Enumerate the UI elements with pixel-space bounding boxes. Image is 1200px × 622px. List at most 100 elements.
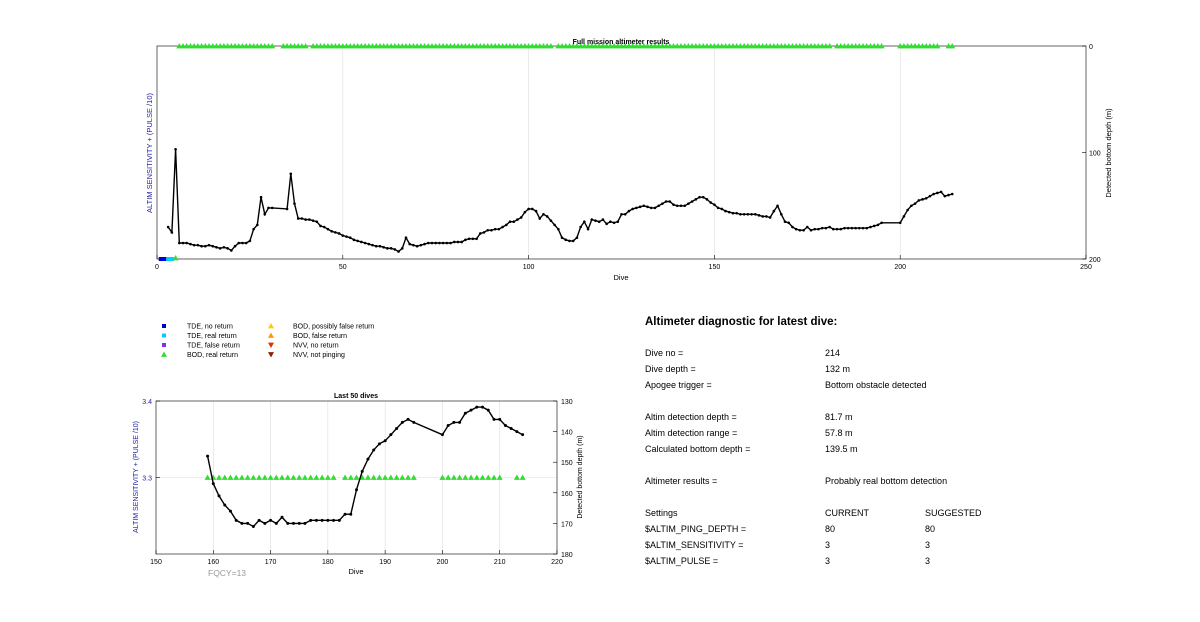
- top-depth-point: [731, 211, 735, 215]
- top-depth-point: [917, 199, 921, 202]
- legend-marker: [268, 332, 274, 338]
- top-left-axis-label: ALTIM SENSITIVITY + (PULSE /10): [145, 93, 154, 213]
- bottom-bod-real-return-marker: [410, 474, 417, 480]
- bottom-depth-point: [446, 423, 450, 427]
- top-depth-point: [486, 228, 490, 232]
- bottom-depth-point: [383, 439, 387, 443]
- top-bod-real-return-marker: [269, 43, 276, 49]
- top-x-axis-label: Dive: [613, 273, 628, 282]
- bottom-depth-point: [349, 512, 353, 516]
- bottom-depth-point: [475, 405, 479, 409]
- calculated-depth-value: 139.5 m: [825, 444, 858, 454]
- bottom-right-tick-label: 170: [561, 521, 573, 528]
- bottom-bod-real-return-marker: [439, 474, 446, 480]
- top-depth-point: [452, 240, 456, 244]
- top-bod-real-return-marker: [302, 43, 309, 49]
- top-depth-point: [449, 241, 452, 245]
- top-depth-point: [913, 202, 917, 205]
- top-depth-point: [189, 242, 192, 246]
- detection-depth-row: Altim detection depth = 81.7 m: [645, 412, 1165, 424]
- top-x-tick-label: 200: [894, 264, 906, 271]
- top-depth-point: [605, 222, 608, 226]
- top-depth-point: [620, 212, 623, 216]
- top-depth-point: [393, 248, 397, 251]
- top-depth-point: [846, 226, 850, 230]
- bottom-depth-point: [481, 405, 485, 409]
- bottom-depth-point: [286, 521, 290, 525]
- bottom-depth-point: [206, 454, 210, 458]
- bottom-x-tick-label: 190: [379, 559, 391, 566]
- top-depth-point: [300, 217, 304, 220]
- top-x-tick-label: 250: [1080, 264, 1092, 271]
- top-depth-point: [423, 242, 426, 246]
- settings-header-row: Settings CURRENT SUGGESTED: [645, 508, 1165, 520]
- top-depth-point: [493, 227, 497, 231]
- top-depth-point: [233, 244, 237, 248]
- top-depth-point: [185, 241, 189, 245]
- top-depth-point: [675, 204, 679, 208]
- top-depth-point: [412, 243, 415, 247]
- top-depth-point: [828, 225, 831, 229]
- legend-label: TDE, no return: [187, 324, 233, 331]
- top-x-tick-label: 50: [339, 264, 347, 271]
- bottom-bod-real-return-marker: [496, 474, 503, 480]
- top-depth-point: [568, 239, 571, 243]
- calculated-depth-label: Calculated bottom depth =: [645, 444, 751, 454]
- bottom-bod-real-return-marker: [347, 474, 354, 480]
- bottom-depth-point: [395, 427, 399, 431]
- top-depth-point: [910, 204, 913, 208]
- top-depth-point: [538, 217, 542, 220]
- top-depth-point: [928, 194, 932, 198]
- top-depth-point: [230, 249, 233, 252]
- top-depth-point: [170, 231, 174, 234]
- top-depth-point: [623, 212, 627, 216]
- legend-label: BOD, false return: [293, 333, 347, 340]
- top-depth-point: [270, 206, 274, 210]
- top-depth-point: [256, 223, 259, 227]
- top-depth-point: [872, 224, 876, 228]
- top-depth-point: [382, 245, 385, 249]
- dive-depth-value: 132 m: [825, 364, 851, 374]
- ping-depth-label: $ALTIM_PING_DEPTH =: [645, 524, 747, 534]
- top-depth-point: [772, 209, 776, 213]
- top-depth-point: [263, 212, 267, 216]
- bottom-depth-point: [343, 512, 347, 516]
- top-depth-point: [516, 218, 519, 221]
- bottom-bod-real-return-marker: [450, 474, 457, 480]
- top-depth-point: [456, 240, 460, 244]
- sensitivity-current: 3: [825, 540, 831, 550]
- top-depth-point: [720, 207, 724, 211]
- top-depth-point: [757, 214, 761, 217]
- ping-depth-suggested: 80: [925, 524, 936, 534]
- top-depth-point: [304, 218, 307, 221]
- legend-label: BOD, real return: [187, 352, 238, 359]
- bottom-depth-point: [314, 518, 318, 522]
- top-depth-point: [207, 243, 211, 247]
- top-x-tick-label: 0: [155, 264, 159, 271]
- top-depth-point: [360, 240, 363, 244]
- top-depth-point: [460, 240, 464, 244]
- top-depth-point: [698, 195, 701, 199]
- bottom-depth-point: [406, 417, 410, 421]
- top-chart-title: Full mission altimeter results: [573, 39, 670, 46]
- bottom-depth-point: [498, 417, 502, 421]
- detection-range-row: Altim detection range = 57.8 m: [645, 428, 1165, 440]
- top-depth-point: [337, 232, 341, 235]
- top-depth-point: [315, 220, 319, 224]
- bottom-right-tick-label: 180: [561, 552, 573, 559]
- bottom-depth-point: [332, 518, 336, 522]
- top-depth-point: [932, 192, 935, 196]
- bottom-bod-real-return-marker: [479, 474, 486, 480]
- top-depth-point: [490, 228, 493, 232]
- top-depth-point: [735, 211, 738, 215]
- legend-label: NVV, not pinging: [293, 352, 345, 359]
- bottom-x-tick-label: 210: [494, 559, 506, 566]
- bottom-bod-real-return-marker: [490, 474, 497, 480]
- top-depth-point: [501, 225, 504, 229]
- top-depth-point: [869, 225, 872, 229]
- sensitivity-suggested: 3: [925, 540, 931, 550]
- top-depth-point: [523, 210, 527, 214]
- top-depth-point: [174, 148, 177, 151]
- bottom-depth-point: [389, 433, 393, 437]
